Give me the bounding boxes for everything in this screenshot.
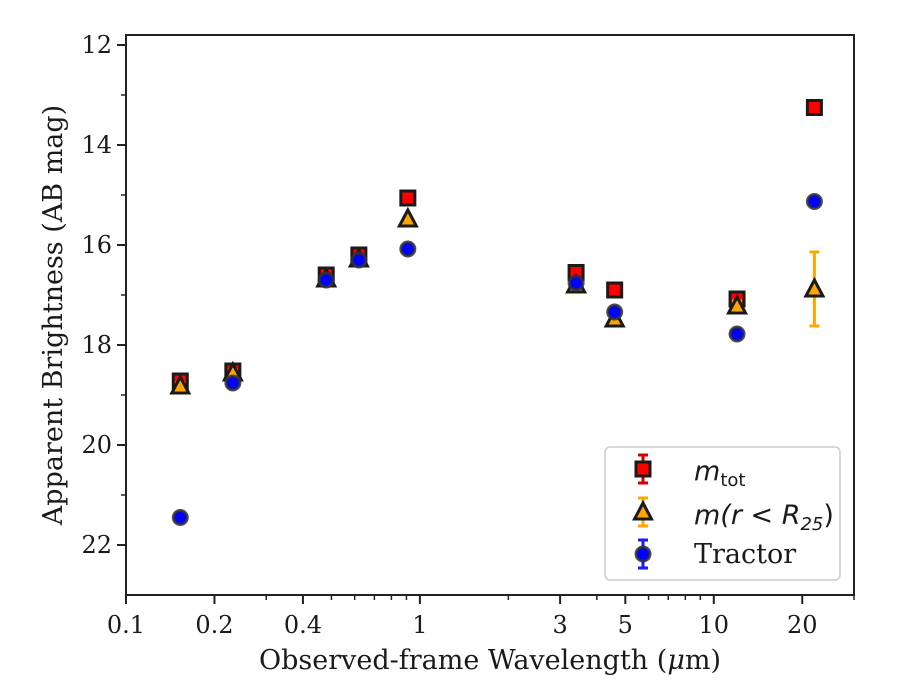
legend-point-circle	[634, 545, 652, 563]
series-tractor	[171, 193, 823, 526]
y-tick-label: 22	[81, 531, 112, 559]
legend-marker-mr25	[632, 496, 654, 528]
legend-label-tractor: Tractor	[694, 539, 796, 570]
data-point-circle	[567, 274, 585, 292]
data-point-circle	[805, 193, 823, 210]
legend-label-mr25: m(r < R25)	[694, 500, 834, 535]
y-tick-label: 12	[81, 31, 112, 59]
legend-marker-tractor	[634, 538, 652, 570]
data-point-circle	[171, 509, 189, 526]
plot-frame	[125, 34, 855, 596]
y-tick-label: 18	[81, 331, 112, 359]
axis-ticks: 0.1 0.2 0.4 1 3 5 10 20 12 14 16 18 20 22	[81, 31, 855, 639]
x-axis-label: Observed-frame Wavelength (μm)	[259, 645, 721, 676]
x-tick-label: 5	[618, 611, 633, 639]
legend-point-square	[634, 460, 652, 478]
y-tick-label: 20	[81, 431, 112, 459]
y-tick-label: 16	[81, 231, 112, 259]
legend-point-triangle	[632, 499, 654, 521]
data-point-square	[399, 189, 417, 207]
y-axis-label: Apparent Brightness (AB mag)	[38, 105, 69, 526]
data-point-square	[606, 281, 624, 299]
data-point-triangle	[396, 206, 419, 228]
x-tick-label: 10	[699, 611, 730, 639]
series-mtot	[171, 99, 823, 390]
legend-markers	[632, 453, 654, 570]
x-tick-label: 1	[412, 611, 427, 639]
data-point-circle	[399, 240, 417, 258]
x-tick-label: 3	[552, 611, 567, 639]
x-tick-label: 0.2	[195, 611, 233, 639]
data-point-triangle	[803, 276, 826, 298]
data-point-circle	[317, 271, 335, 289]
y-tick-label: 14	[81, 131, 112, 159]
x-tick-label: 0.4	[284, 611, 322, 639]
data-point-triangle	[726, 293, 749, 315]
legend-label-mtot: mtot	[694, 456, 745, 491]
data-point-circle	[350, 251, 368, 269]
legend-box	[604, 446, 841, 581]
data-point-circle	[728, 325, 746, 343]
data-point-circle	[606, 303, 624, 321]
x-tick-label: 0.1	[107, 611, 145, 639]
data-point-triangle	[169, 373, 192, 395]
series-mr25	[169, 206, 826, 395]
x-tick-label: 20	[787, 611, 818, 639]
legend-marker-mtot	[634, 453, 652, 485]
legend: mtot m(r < R25) Tractor	[604, 446, 841, 581]
data-points	[169, 99, 826, 526]
data-point-square	[805, 99, 823, 116]
data-point-circle	[224, 374, 242, 392]
